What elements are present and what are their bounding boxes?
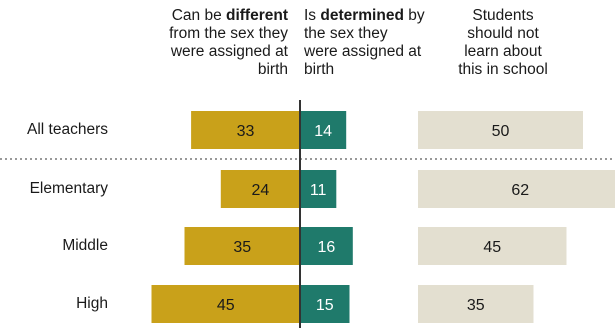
bar-determined-high: [300, 285, 350, 323]
label-different-high: 45: [217, 297, 235, 314]
label-different-elementary: 24: [252, 182, 270, 199]
label-different-middle: 35: [233, 239, 251, 256]
bar-different-all-teachers: [191, 111, 300, 149]
label-not-learn-middle: 45: [483, 239, 501, 256]
label-determined-elementary: 11: [310, 182, 327, 199]
row-label-all-teachers: All teachers: [27, 121, 108, 138]
bar-determined-middle: [300, 227, 353, 265]
row-label-elementary: Elementary: [29, 180, 108, 197]
bar-different-middle: [184, 227, 300, 265]
bar-not-learn-high: [418, 285, 534, 323]
label-not-learn-high: 35: [467, 297, 485, 314]
label-determined-middle: 16: [318, 239, 336, 256]
header-can-be-different: Can be different from the sex they were …: [169, 7, 288, 78]
bar-different-high: [151, 285, 300, 323]
bar-not-learn-elementary: [418, 170, 615, 208]
header-is-determined: Is determined by the sex they were assig…: [304, 7, 425, 78]
label-not-learn-elementary: 62: [511, 182, 529, 199]
label-determined-all-teachers: 14: [314, 123, 332, 140]
label-different-all-teachers: 33: [237, 123, 255, 140]
label-determined-high: 15: [316, 297, 334, 314]
bar-not-learn-middle: [418, 227, 567, 265]
header-should-not-learn: Students should not learn about this in …: [458, 7, 548, 78]
label-not-learn-all-teachers: 50: [492, 123, 510, 140]
row-label-middle: Middle: [62, 237, 108, 254]
row-label-high: High: [76, 295, 108, 312]
bar-determined-all-teachers: [300, 111, 347, 149]
bar-not-learn-all-teachers: [418, 111, 583, 149]
bar-determined-elementary: [300, 170, 337, 208]
bar-different-elementary: [220, 170, 300, 208]
